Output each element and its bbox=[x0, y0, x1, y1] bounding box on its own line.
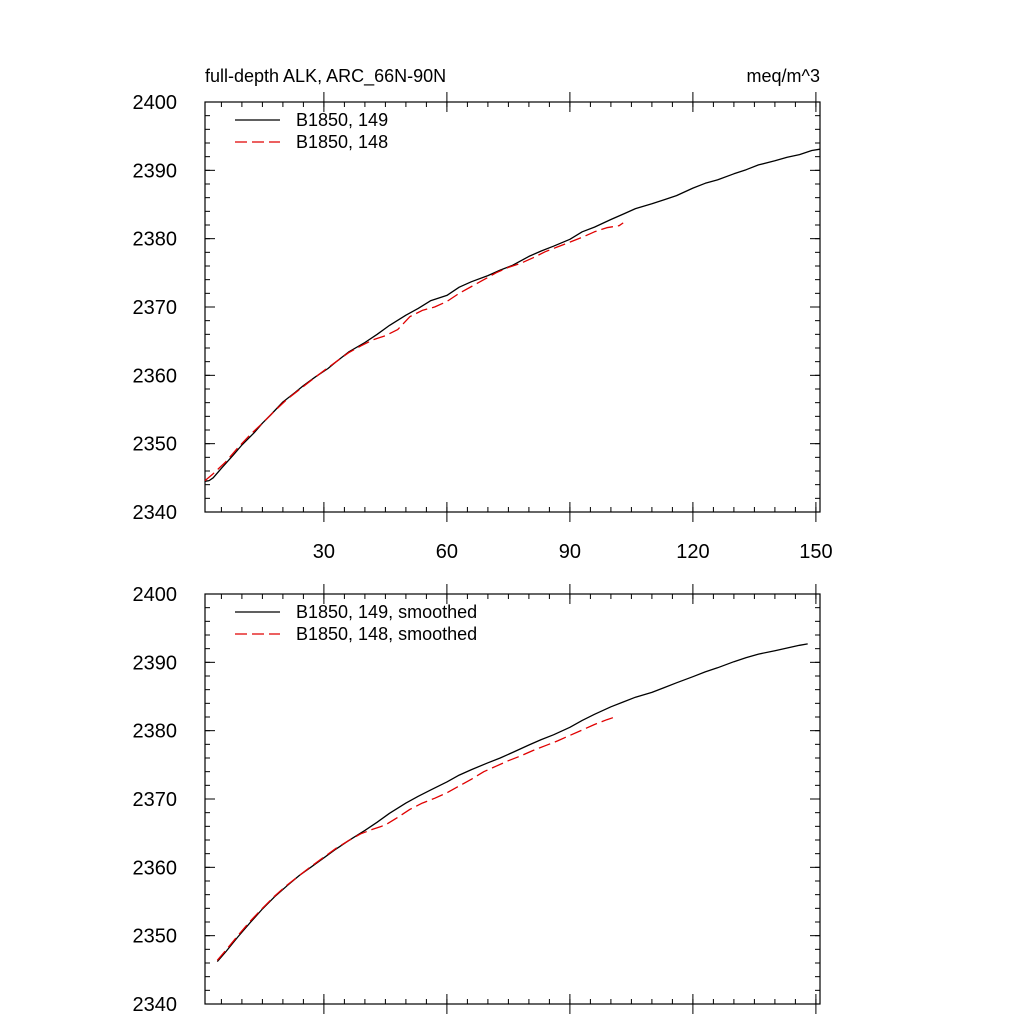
y-tick-label: 2340 bbox=[133, 502, 178, 524]
plot-panel-top: 2340 2350 2360 2370 2380 2390 2400 30 60 90 120 150… bbox=[133, 92, 833, 563]
plot-panel-bottom: 2340 2350 2360 2370 2380 2390 2400 B1850, 149, … bbox=[133, 584, 821, 1016]
y-tick-label: 2350 bbox=[133, 434, 178, 456]
plot-frame bbox=[204, 101, 821, 513]
x-tick-label: 30 bbox=[313, 541, 335, 563]
y-tick-label: 2390 bbox=[133, 652, 178, 674]
legend-label-2: B1850, 148 bbox=[296, 132, 388, 152]
x-tick-label: 120 bbox=[676, 541, 709, 563]
series-line-1 bbox=[204, 148, 821, 482]
y-tick-label: 2400 bbox=[133, 584, 178, 606]
plot-frame bbox=[204, 593, 821, 1005]
y-tick-label: 2360 bbox=[133, 857, 178, 879]
series-line-1 bbox=[216, 643, 808, 963]
legend-label-1: B1850, 149 bbox=[296, 110, 388, 130]
y-tick-label: 2400 bbox=[133, 92, 178, 114]
y-tick-label: 2370 bbox=[133, 789, 178, 811]
y-tick-label: 2390 bbox=[133, 160, 178, 182]
y-tick-label: 2380 bbox=[133, 229, 178, 251]
legend-label-2: B1850, 148, smoothed bbox=[296, 624, 477, 644]
y-tick-label: 2370 bbox=[133, 297, 178, 319]
x-tick-label: 150 bbox=[799, 541, 832, 563]
y-tick-label: 2350 bbox=[133, 926, 178, 948]
chart-title-left: full-depth ALK, ARC_66N-90N bbox=[205, 66, 446, 87]
series-line-2 bbox=[216, 716, 616, 961]
x-tick-label: 90 bbox=[559, 541, 581, 563]
y-tick-label: 2340 bbox=[133, 994, 178, 1016]
y-tick-label: 2360 bbox=[133, 365, 178, 387]
series-line-2 bbox=[204, 222, 624, 482]
x-tick-label: 60 bbox=[436, 541, 458, 563]
chart-title-right: meq/m^3 bbox=[747, 66, 820, 86]
y-tick-label: 2380 bbox=[133, 721, 178, 743]
legend-label-1: B1850, 149, smoothed bbox=[296, 602, 477, 622]
